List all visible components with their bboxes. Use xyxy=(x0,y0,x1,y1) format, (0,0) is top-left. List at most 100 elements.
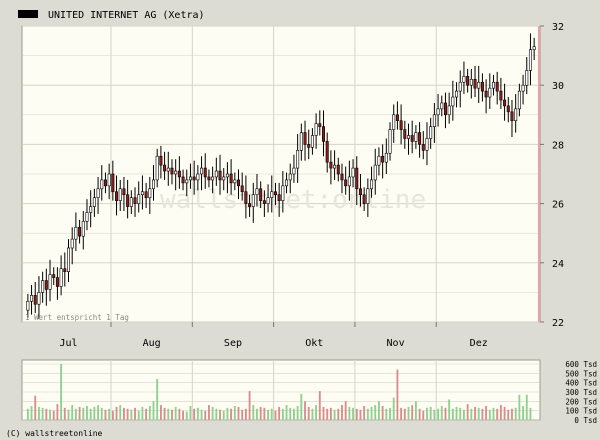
candle-body xyxy=(115,191,119,201)
volume-bar xyxy=(49,409,51,420)
volume-bar xyxy=(326,408,329,420)
candle-body xyxy=(399,120,403,130)
volume-bar xyxy=(233,406,236,420)
volume-bar xyxy=(285,405,288,420)
volume-bar xyxy=(333,409,336,420)
price-tick-label: 28 xyxy=(552,140,564,151)
candle-body xyxy=(177,170,181,178)
candle-body xyxy=(373,164,377,181)
volume-bar xyxy=(496,408,499,420)
candle-body xyxy=(351,167,355,178)
volume-bar xyxy=(444,407,447,420)
volume-bar xyxy=(448,399,451,420)
candle-body xyxy=(381,155,385,163)
candle-body xyxy=(248,203,252,207)
candle-body xyxy=(358,188,362,196)
volume-bar xyxy=(481,408,484,420)
candle-body xyxy=(44,280,48,290)
month-label: Sep xyxy=(224,338,242,349)
volume-bar xyxy=(396,369,399,420)
candle-body xyxy=(296,150,300,169)
candle-body xyxy=(81,221,85,237)
volume-bar xyxy=(237,406,240,420)
candle-body xyxy=(273,191,277,196)
candle-body xyxy=(48,274,52,290)
candle-body xyxy=(244,191,248,204)
volume-bar xyxy=(108,408,111,420)
candle-body xyxy=(455,90,459,98)
candle-body xyxy=(425,138,429,151)
volume-tick-label: 0 Tsd xyxy=(574,416,597,425)
candle-body xyxy=(218,170,222,181)
volume-bar xyxy=(315,405,318,420)
candle-body xyxy=(392,114,396,130)
price-tick-label: 26 xyxy=(552,200,564,211)
candle-body xyxy=(255,188,259,196)
candle-body xyxy=(96,188,100,198)
candle-body xyxy=(55,277,59,287)
volume-bar xyxy=(507,409,510,420)
volume-bar xyxy=(318,391,321,420)
candle-body xyxy=(484,90,488,98)
volume-bar xyxy=(134,407,136,420)
volume-bar xyxy=(385,408,388,420)
volume-bar xyxy=(281,408,284,420)
volume-bar xyxy=(156,378,159,420)
volume-bar xyxy=(348,406,351,420)
candle-body xyxy=(140,191,144,196)
volume-bar xyxy=(130,409,133,420)
candle-body xyxy=(214,170,218,178)
price-tick-label: 30 xyxy=(552,81,564,92)
candle-body xyxy=(462,76,466,83)
candle-body xyxy=(333,164,337,169)
volume-bar xyxy=(200,409,203,420)
candle-body xyxy=(495,81,499,92)
volume-bar xyxy=(429,406,432,420)
volume-bar xyxy=(41,407,44,420)
month-label: Dez xyxy=(470,338,488,349)
candle-body xyxy=(517,90,521,110)
candle-body xyxy=(188,176,192,181)
candle-body xyxy=(185,179,189,184)
volume-bar xyxy=(38,406,40,420)
candle-body xyxy=(240,185,244,193)
candle-body xyxy=(41,280,45,293)
candle-body xyxy=(307,144,311,148)
candle-body xyxy=(436,108,440,116)
candle-body xyxy=(33,295,37,305)
volume-bar xyxy=(74,408,77,420)
candle-body xyxy=(292,167,296,175)
candle-body xyxy=(52,274,56,278)
candle-body xyxy=(288,173,292,181)
candle-body xyxy=(207,176,211,181)
volume-bar xyxy=(392,397,395,420)
price-candles xyxy=(26,33,536,320)
candle-body xyxy=(440,102,444,110)
volume-bar xyxy=(370,406,373,420)
candle-body xyxy=(144,191,148,198)
volume-bar xyxy=(455,406,458,420)
footer-copyright: (C) wallstreetonline xyxy=(6,429,103,438)
volume-bar xyxy=(529,407,532,420)
candle-body xyxy=(111,173,115,193)
candle-body xyxy=(432,114,436,127)
volume-plot-area xyxy=(21,359,541,421)
candle-body xyxy=(181,176,185,184)
candle-body xyxy=(122,188,126,196)
volume-bar xyxy=(329,407,332,420)
volume-bar xyxy=(204,410,207,420)
volume-bar xyxy=(270,408,273,420)
volume-bar xyxy=(344,401,347,420)
candle-body xyxy=(406,135,411,139)
volume-bar xyxy=(215,408,218,420)
volume-bar xyxy=(263,407,266,420)
candle-body xyxy=(325,141,329,163)
candle-body xyxy=(521,84,525,92)
candle-body xyxy=(262,200,266,204)
candle-body xyxy=(133,197,137,204)
candle-body xyxy=(340,173,344,181)
candle-body xyxy=(129,197,133,207)
volume-bar xyxy=(381,406,384,420)
volume-bar xyxy=(222,410,225,420)
